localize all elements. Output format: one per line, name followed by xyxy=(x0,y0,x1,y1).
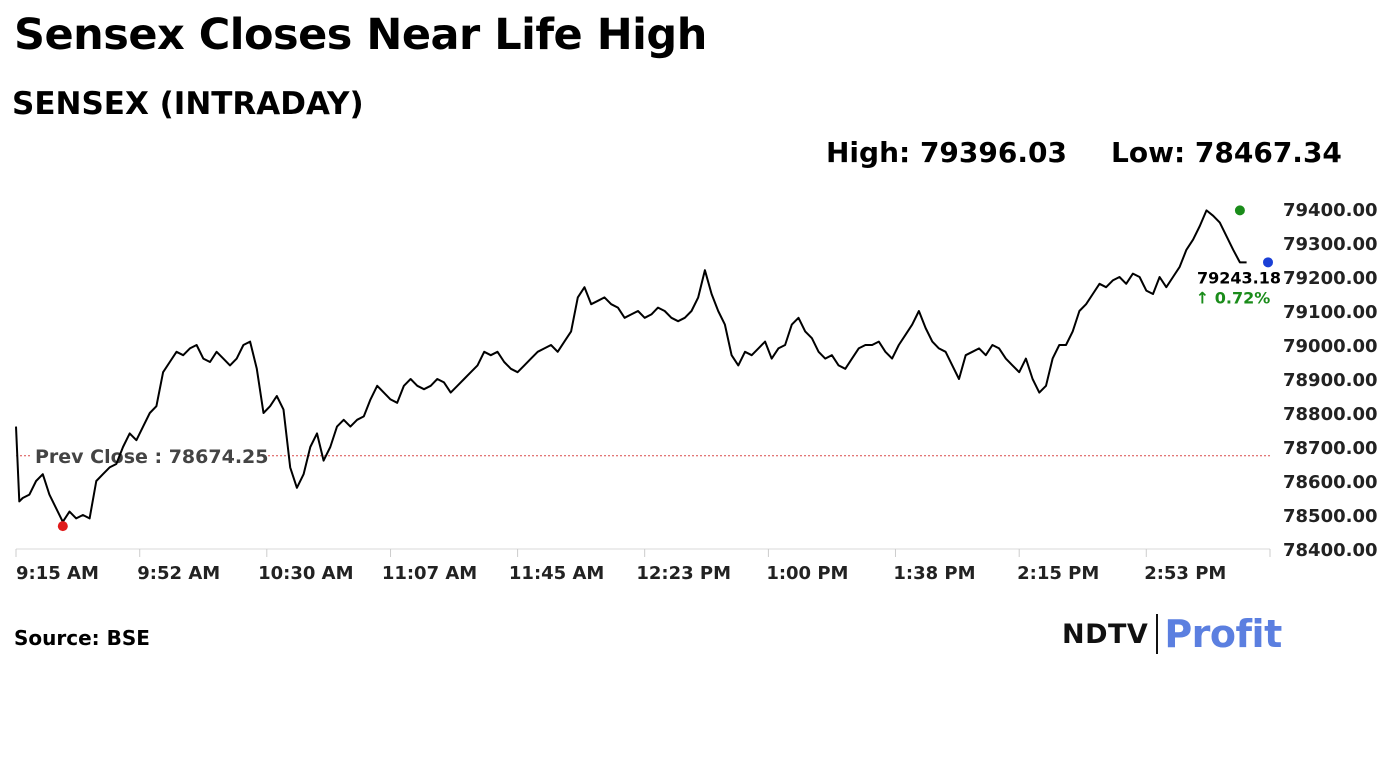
chart-title: Sensex Closes Near Life High xyxy=(14,10,707,60)
x-tick-label: 2:53 PM xyxy=(1144,563,1226,584)
logo-divider xyxy=(1156,614,1159,654)
y-tick-label: 78900.00 xyxy=(1283,370,1378,391)
logo-profit-text: Profit xyxy=(1164,612,1282,656)
x-tick-label: 11:45 AM xyxy=(509,563,604,584)
y-tick-label: 78800.00 xyxy=(1283,404,1378,425)
x-tick-label: 2:15 PM xyxy=(1017,563,1099,584)
logo-ndtv-text: NDTV xyxy=(1062,618,1149,650)
chart-subtitle: SENSEX (INTRADAY) xyxy=(12,86,364,122)
last-price-marker xyxy=(1263,257,1273,268)
y-tick-label: 79400.00 xyxy=(1283,200,1378,221)
prev-close-label: Prev Close : 78674.25 xyxy=(35,446,268,468)
y-axis: 79400.00 79300.00 79200.00 79100.00 79000.00… xyxy=(1283,200,1378,561)
y-tick-label: 79300.00 xyxy=(1283,234,1378,255)
y-tick-label: 79200.00 xyxy=(1283,268,1378,289)
y-tick-label: 79000.00 xyxy=(1283,336,1378,357)
y-tick-label: 78400.00 xyxy=(1283,540,1378,561)
low-marker xyxy=(57,521,68,532)
last-value-label: 79243.18 xyxy=(1197,268,1281,287)
high-marker xyxy=(1234,205,1245,216)
prev-close-label-bg xyxy=(30,441,260,470)
y-tick-label: 78700.00 xyxy=(1283,438,1378,459)
x-tick-label: 9:52 AM xyxy=(137,563,220,584)
day-high-label: High: 79396.03 xyxy=(826,136,1067,169)
ndtv-profit-logo: NDTV Profit xyxy=(1062,612,1282,656)
day-low-label: Low: 78467.34 xyxy=(1111,136,1342,169)
x-tick-label: 1:00 PM xyxy=(766,563,848,584)
x-tick-label: 1:38 PM xyxy=(893,563,975,584)
x-tick-label: 9:15 AM xyxy=(16,563,99,584)
x-tick-label: 11:07 AM xyxy=(382,563,477,584)
x-tick-label: 12:23 PM xyxy=(636,563,731,584)
y-tick-label: 79100.00 xyxy=(1283,302,1378,323)
x-tick-label: 10:30 AM xyxy=(258,563,353,584)
y-tick-label: 78600.00 xyxy=(1283,472,1378,493)
y-tick-label: 78500.00 xyxy=(1283,506,1378,527)
sensex-price-line xyxy=(15,209,1247,523)
intraday-chart: Prev Close : 78674.25 79243.18 ↑ 0.72% 7… xyxy=(15,200,1378,584)
source-note: Source: BSE xyxy=(14,626,150,650)
x-axis: 9:15 AM 9:52 AM 10:30 AM 11:07 AM 11:45 AM 12… xyxy=(15,548,1271,584)
change-percent-label: ↑ 0.72% xyxy=(1196,288,1270,307)
